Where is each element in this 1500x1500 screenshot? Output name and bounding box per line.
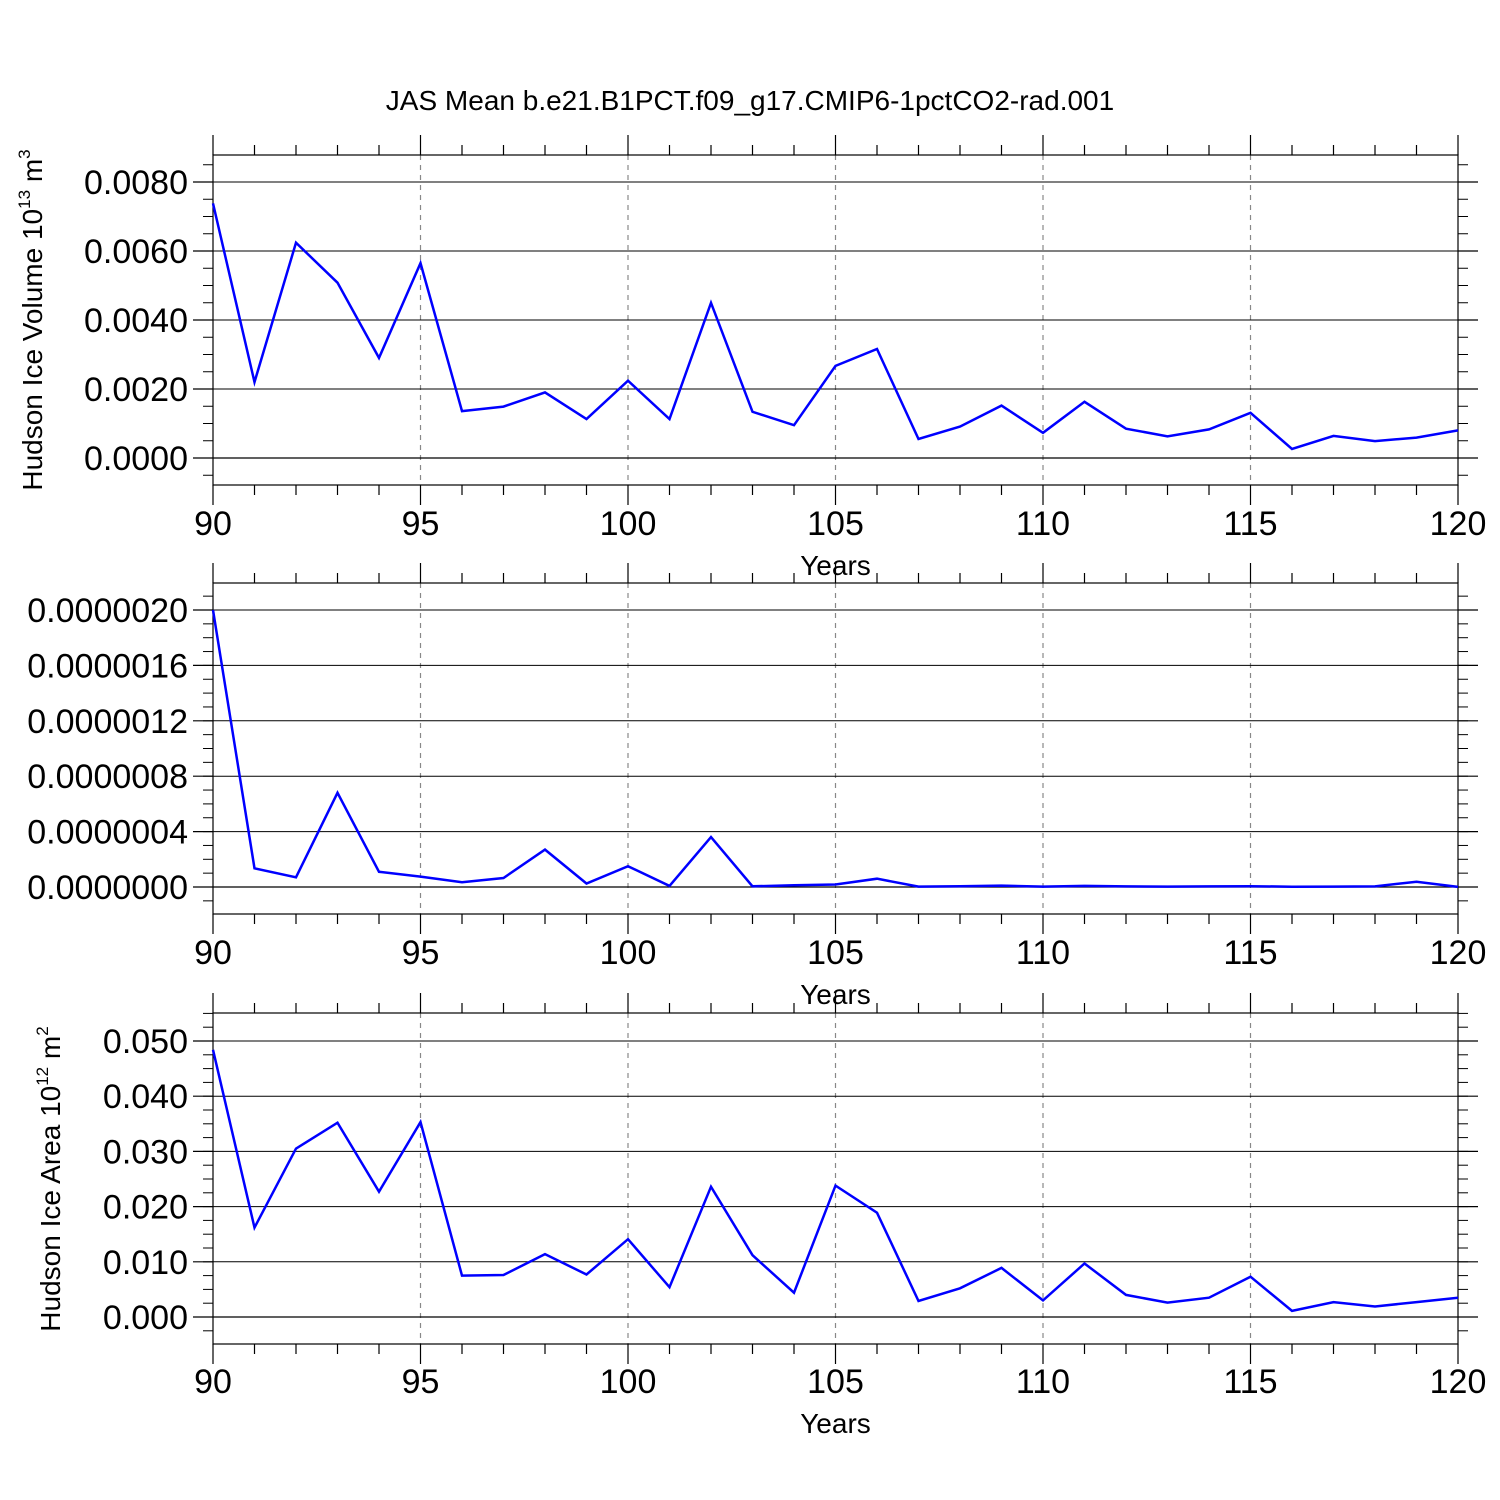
y-tick-label: 0.020	[103, 1189, 188, 1227]
x-tick-label: 90	[194, 505, 232, 543]
y-tick-label: 0.050	[103, 1023, 188, 1061]
x-tick-label: 90	[194, 1363, 232, 1401]
panel-area-y-axis-label: Hudson Ice Area 1012 m2	[33, 1026, 66, 1331]
panel-snow-ticks	[193, 563, 1478, 934]
panel-area-y-tick-labels: 0.000 0.010 0.020 0.030 0.040 0.050	[103, 1023, 188, 1337]
y-tick-label: 0.000	[103, 1299, 188, 1337]
x-tick-label: 110	[1016, 934, 1070, 972]
y-tick-label: 0.0000004	[27, 814, 188, 852]
y-tick-label: 0.0000008	[27, 758, 188, 796]
panel-snow-grid	[419, 583, 1252, 914]
panel-snow-series-line	[211, 609, 1459, 889]
x-tick-label: 95	[402, 1363, 440, 1401]
x-tick-label: 115	[1223, 1363, 1277, 1401]
y-tick-label: 0.040	[103, 1078, 188, 1116]
y-tick-label: 0.0060	[84, 233, 188, 271]
y-tick-label: 0.0040	[84, 302, 188, 340]
panel-snow: 90 95 100 105 110 115 120 0.00000000.00000040.…	[27, 563, 1486, 1010]
panel-volume-y-axis-label: Hudson Ice Volume 1013 m3	[15, 149, 48, 490]
panel-area-frame	[212, 1012, 1459, 1345]
x-tick-label: 90	[194, 934, 232, 972]
y-tick-label: 0.0000020	[27, 592, 188, 630]
panel-volume-series-line	[211, 203, 1459, 451]
panel-snow-x-tick-labels: 90 95 100 105 110 115 120	[194, 934, 1486, 972]
panel-snow-y-tick-labels: 0.0000000 0.0000004 0.0000008 0.0000012 0.00…	[27, 592, 188, 907]
panel-area: 90 95 100 105 110 115 120 0.000 0.010 0.020 0.030…	[33, 993, 1486, 1439]
y-tick-label: 0.010	[103, 1244, 188, 1282]
x-tick-label: 105	[807, 505, 864, 543]
y-tick-label: 0.0080	[84, 164, 188, 202]
y-tick-label: 0.030	[103, 1133, 188, 1171]
panel-area-series-line	[211, 1049, 1459, 1313]
panel-area-x-axis-label: Years	[800, 1408, 871, 1439]
x-tick-label: 110	[1016, 1363, 1070, 1401]
panel-volume-x-tick-labels: 90 95 100 105 110 115 120	[194, 505, 1486, 543]
y-tick-label: 0.0000012	[27, 703, 188, 741]
x-tick-label: 95	[402, 505, 440, 543]
x-tick-label: 100	[600, 934, 657, 972]
x-tick-label: 110	[1016, 505, 1070, 543]
x-tick-label: 115	[1223, 934, 1277, 972]
panel-volume: 90 95 100 105 110 115 120 0.00000.00200.00400.…	[15, 135, 1486, 581]
panel-snow-frame	[212, 582, 1459, 915]
y-tick-label: 0.0020	[84, 371, 188, 409]
y-tick-label: 0.0000000	[27, 869, 188, 907]
x-tick-label: 120	[1430, 505, 1487, 543]
panel-volume-frame	[212, 154, 1459, 486]
y-tick-label: 0.0000016	[27, 647, 188, 685]
x-tick-label: 100	[600, 1363, 657, 1401]
y-tick-label: 0.0000	[84, 440, 188, 478]
chart-title: JAS Mean b.e21.B1PCT.f09_g17.CMIP6-1pctC…	[386, 85, 1114, 116]
x-tick-label: 95	[402, 934, 440, 972]
x-tick-label: 115	[1223, 505, 1277, 543]
x-tick-label: 105	[807, 934, 864, 972]
x-tick-label: 120	[1430, 1363, 1487, 1401]
x-tick-label: 105	[807, 1363, 864, 1401]
panel-area-x-tick-labels: 90 95 100 105 110 115 120	[194, 1363, 1486, 1401]
panel-volume-y-tick-labels: 0.0000 0.0020 0.0040 0.0060 0.0080	[84, 164, 188, 478]
x-tick-label: 120	[1430, 934, 1487, 972]
x-tick-label: 100	[600, 505, 657, 543]
